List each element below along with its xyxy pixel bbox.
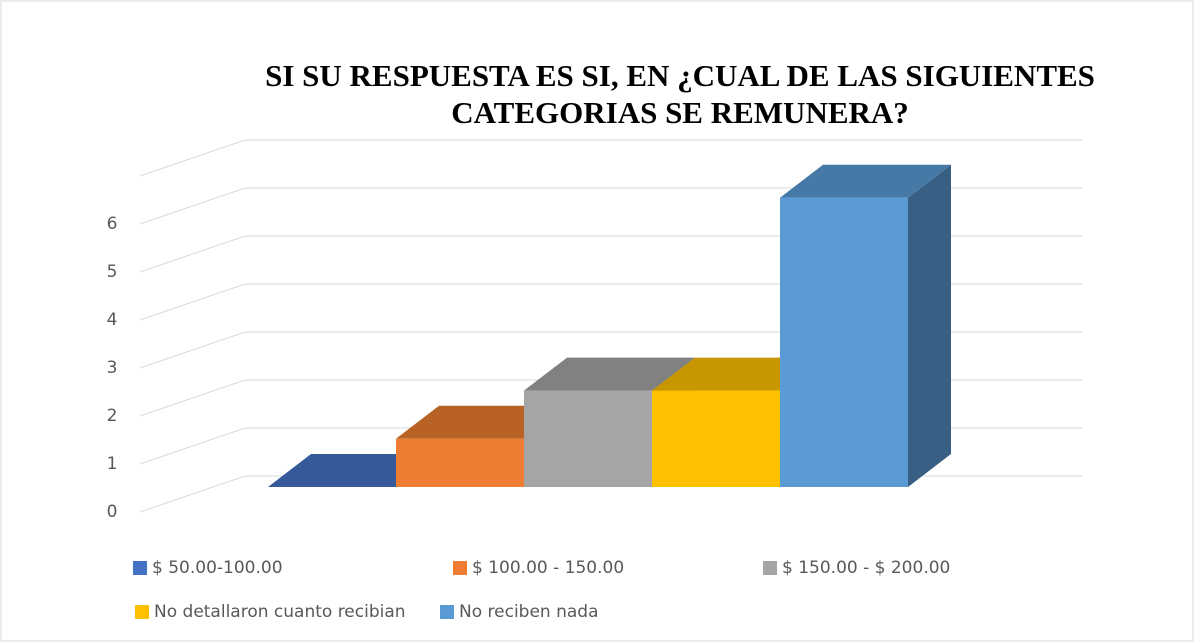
- bar-side: [908, 164, 951, 487]
- chart-title: SI SU RESPUESTA ES SI, EN ¿CUAL DE LAS S…: [265, 58, 1095, 93]
- legend-swatch: [440, 605, 454, 619]
- y-tick-label: 0: [107, 502, 118, 522]
- legend-label: $ 100.00 - 150.00: [472, 558, 624, 578]
- bar: [652, 390, 780, 487]
- legend-label: $ 150.00 - $ 200.00: [782, 558, 950, 578]
- y-tick-label: 5: [107, 262, 118, 282]
- legend-swatch: [763, 561, 777, 575]
- legend-swatch: [453, 561, 467, 575]
- grid-line: [139, 139, 1083, 177]
- y-tick-label: 1: [107, 454, 118, 474]
- y-tick-label: 6: [107, 214, 118, 234]
- bar: [524, 390, 652, 487]
- legend-label: No reciben nada: [459, 602, 599, 622]
- legend-swatch: [135, 605, 149, 619]
- legend-label: $ 50.00-100.00: [152, 558, 283, 578]
- y-tick-label: 2: [107, 406, 118, 426]
- chart-title: CATEGORIAS SE REMUNERA?: [451, 95, 909, 130]
- legend-swatch: [133, 561, 147, 575]
- bar: [396, 438, 524, 487]
- y-tick-label: 4: [107, 310, 118, 330]
- y-tick-label: 3: [107, 358, 118, 378]
- legend-label: No detallaron cuanto recibian: [154, 602, 406, 622]
- bar: [780, 197, 908, 487]
- bar-top: [780, 164, 951, 198]
- bar-top: [524, 357, 695, 391]
